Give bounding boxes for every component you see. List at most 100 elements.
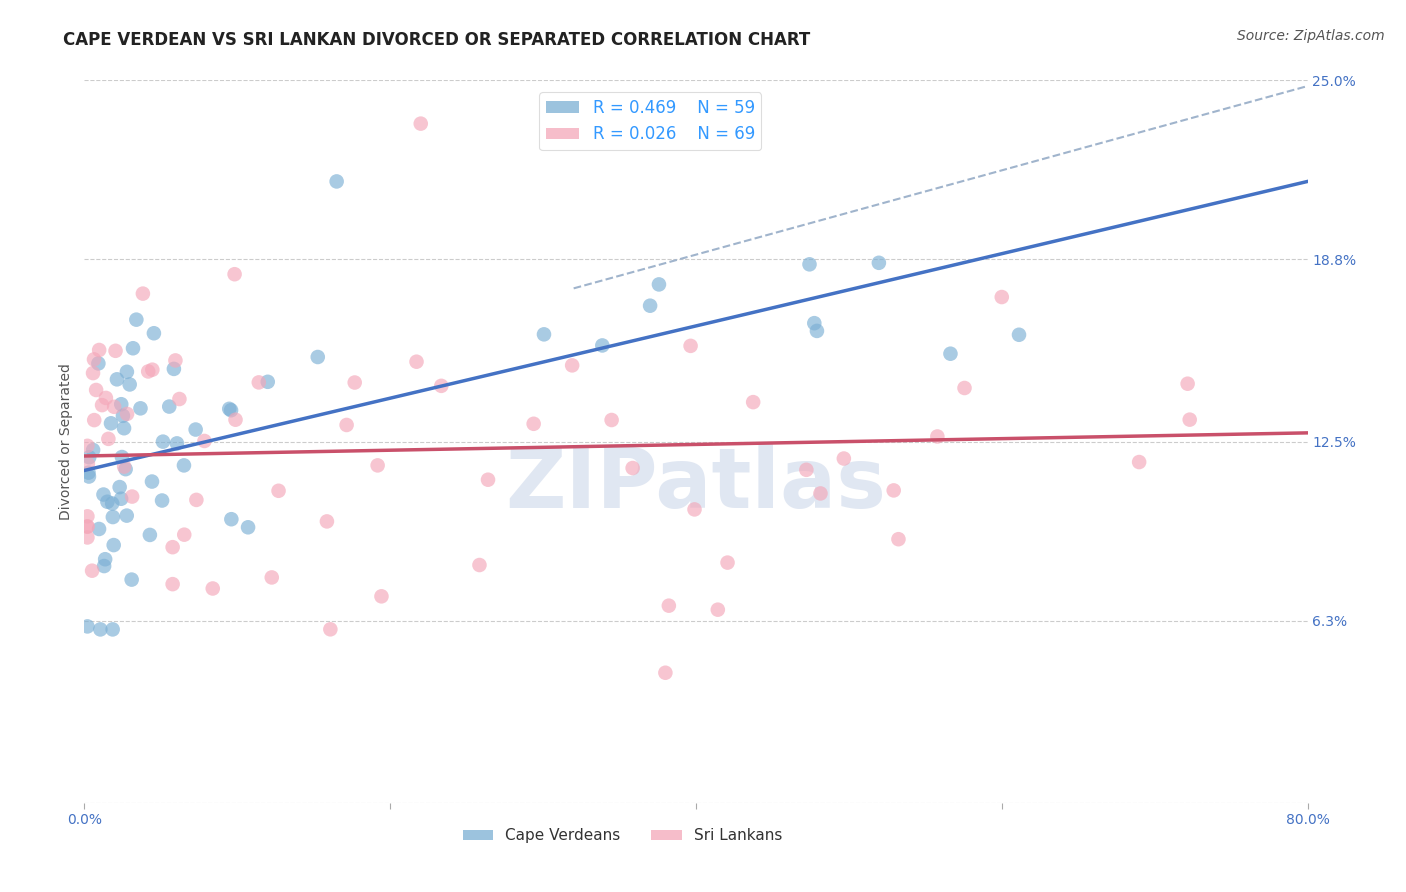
Point xyxy=(162,540,184,554)
Point xyxy=(218,401,240,416)
Point xyxy=(96,494,118,508)
Point xyxy=(114,462,136,476)
Point xyxy=(110,397,132,411)
Point xyxy=(82,443,104,458)
Point xyxy=(118,377,141,392)
Point xyxy=(1177,376,1199,391)
Point xyxy=(405,355,427,369)
Point xyxy=(868,256,890,270)
Point xyxy=(101,510,124,524)
Point xyxy=(683,502,706,516)
Point xyxy=(165,353,187,368)
Point xyxy=(267,483,290,498)
Point xyxy=(707,603,730,617)
Point xyxy=(157,400,180,414)
Point xyxy=(832,451,855,466)
Point xyxy=(621,461,644,475)
Point xyxy=(82,366,104,380)
Point xyxy=(141,362,163,376)
Legend: Cape Verdeans, Sri Lankans: Cape Verdeans, Sri Lankans xyxy=(457,822,789,849)
Point xyxy=(111,450,134,464)
Point xyxy=(319,623,342,637)
Point xyxy=(561,359,583,373)
Point xyxy=(163,362,186,376)
Point xyxy=(991,290,1014,304)
Point xyxy=(77,450,100,465)
Point xyxy=(523,417,546,431)
Point xyxy=(1178,412,1201,426)
Point xyxy=(221,512,243,526)
Point xyxy=(89,623,111,637)
Text: Source: ZipAtlas.com: Source: ZipAtlas.com xyxy=(1237,29,1385,43)
Point xyxy=(108,480,131,494)
Point xyxy=(799,257,821,271)
Point xyxy=(193,434,215,448)
Point xyxy=(806,324,828,338)
Point xyxy=(83,352,105,367)
Text: ZIPatlas: ZIPatlas xyxy=(506,444,886,525)
Point xyxy=(260,570,283,584)
Point xyxy=(939,347,962,361)
Point xyxy=(247,376,270,390)
Point xyxy=(101,496,124,510)
Point xyxy=(1128,455,1150,469)
Point xyxy=(93,559,115,574)
Point xyxy=(533,327,555,342)
Point xyxy=(97,432,120,446)
Point xyxy=(152,434,174,449)
Point xyxy=(336,417,359,432)
Point xyxy=(927,429,949,443)
Text: CAPE VERDEAN VS SRI LANKAN DIVORCED OR SEPARATED CORRELATION CHART: CAPE VERDEAN VS SRI LANKAN DIVORCED OR S… xyxy=(63,31,810,49)
Point xyxy=(325,174,347,188)
Point xyxy=(468,558,491,572)
Point xyxy=(129,401,152,416)
Point xyxy=(150,493,173,508)
Point xyxy=(236,520,259,534)
Point xyxy=(1008,327,1031,342)
Point xyxy=(103,400,125,414)
Point xyxy=(658,599,681,613)
Point xyxy=(115,365,138,379)
Point xyxy=(370,590,392,604)
Point xyxy=(225,413,247,427)
Point xyxy=(76,509,98,524)
Point xyxy=(173,527,195,541)
Point xyxy=(84,383,107,397)
Point xyxy=(883,483,905,498)
Point xyxy=(173,458,195,473)
Point xyxy=(343,376,366,390)
Point xyxy=(77,469,100,483)
Point xyxy=(103,538,125,552)
Point xyxy=(224,267,246,281)
Point xyxy=(648,277,671,292)
Point xyxy=(796,463,818,477)
Point xyxy=(121,490,143,504)
Point xyxy=(169,392,191,406)
Point xyxy=(307,350,329,364)
Point xyxy=(100,417,122,431)
Point xyxy=(77,457,100,471)
Point xyxy=(591,338,613,352)
Point xyxy=(110,491,132,506)
Point xyxy=(256,375,278,389)
Point xyxy=(76,520,98,534)
Point xyxy=(91,398,114,412)
Point xyxy=(141,475,163,489)
Y-axis label: Divorced or Separated: Divorced or Separated xyxy=(59,363,73,520)
Point xyxy=(316,515,339,529)
Point xyxy=(76,531,98,545)
Point xyxy=(83,413,105,427)
Point xyxy=(87,356,110,370)
Point xyxy=(162,577,184,591)
Point xyxy=(600,413,623,427)
Point xyxy=(76,519,98,533)
Point xyxy=(887,532,910,546)
Point xyxy=(115,407,138,421)
Point xyxy=(76,619,98,633)
Point xyxy=(142,326,165,341)
Point xyxy=(132,286,155,301)
Point xyxy=(139,528,162,542)
Point xyxy=(104,343,127,358)
Point xyxy=(430,379,453,393)
Point xyxy=(477,473,499,487)
